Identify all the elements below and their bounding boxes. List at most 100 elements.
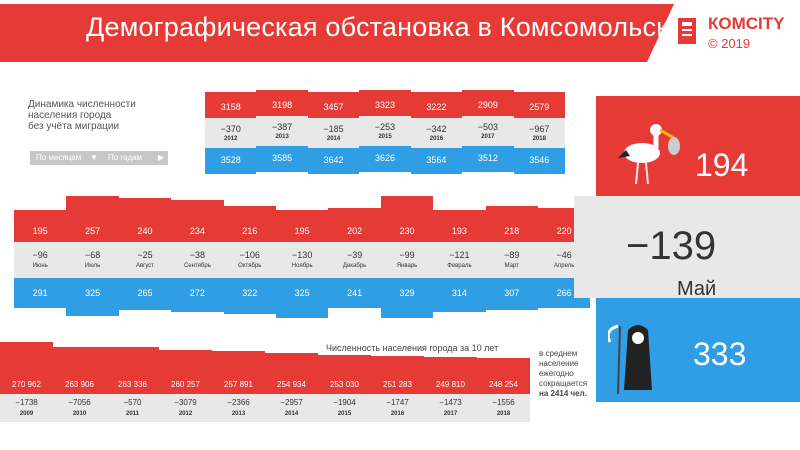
year-births: 3457 (323, 102, 344, 112)
month-column: 202 −39 Декабрь 241 (328, 188, 381, 312)
year-deaths: 3642 (323, 155, 344, 165)
month-delta: −25 (137, 250, 153, 260)
month-label: Февраль (447, 263, 472, 269)
month-label: Август (135, 263, 155, 269)
month-deaths: 329 (399, 288, 415, 298)
population-cell (0, 342, 53, 394)
year-deaths-cell (513, 148, 565, 174)
komcity-logo-icon (672, 12, 702, 52)
population-delta-cell (318, 394, 371, 422)
year-label: 2012 (224, 136, 238, 142)
year-label: 2017 (481, 134, 495, 140)
year-delta: −503 (477, 122, 498, 132)
month-column: 234 −38 Сентябрь 272 (171, 188, 224, 312)
month-births-cell (276, 210, 329, 242)
population-column: 248 254 −1556 2018 (477, 336, 530, 428)
month-delta: −99 (399, 250, 415, 260)
month-births-cell (14, 210, 67, 242)
month-births-cell (66, 196, 119, 242)
month-deaths-cell (433, 278, 486, 312)
year-births-cell (513, 92, 565, 118)
note-line: сокращается (539, 379, 588, 388)
year-births: 2909 (477, 100, 498, 110)
stork-icon (612, 108, 692, 193)
population-year: 2011 (125, 411, 140, 417)
population-delta: −2957 (280, 398, 303, 407)
population-delta: −1473 (439, 398, 462, 407)
month-column: 218 −89 Март 307 (485, 188, 538, 312)
month-delta: −89 (504, 250, 520, 260)
population-year: 2014 (284, 411, 299, 417)
month-delta-cell (118, 242, 172, 278)
month-delta-cell (328, 242, 381, 278)
year-deaths-cell (410, 148, 463, 174)
logo-name: КОМCITY (708, 14, 785, 33)
population-year: 2016 (390, 411, 405, 417)
month-label: Март (504, 263, 519, 269)
year-births-cell (359, 90, 411, 116)
population-column: 270 962 −1738 2009 (0, 336, 53, 428)
highlight-delta: −139 (626, 224, 717, 268)
month-delta-cell (223, 242, 276, 278)
population-caption: Численность населения города за 10 лет (326, 343, 499, 353)
year-deaths: 3626 (374, 153, 395, 163)
month-column: 193 −121 Февраль 314 (433, 188, 486, 312)
month-births: 216 (242, 226, 258, 236)
month-label: Ноябрь (291, 263, 313, 269)
population-value: 260 257 (171, 380, 200, 389)
year-delta-cell (307, 118, 360, 148)
month-deaths: 307 (504, 288, 520, 298)
note-line: население (539, 359, 579, 368)
year-delta: −967 (529, 124, 550, 134)
population-delta-cell (424, 394, 477, 422)
month-delta: −68 (84, 250, 101, 260)
month-births: 195 (294, 226, 310, 236)
year-births: 3222 (426, 102, 447, 112)
population-column: 249 810 −1473 2017 (424, 336, 477, 428)
month-label: Октябрь (238, 263, 262, 269)
year-label: 2018 (532, 136, 546, 142)
page-title: Демографическая обстановка в Комсомольск… (86, 12, 684, 42)
population-column: 253 030 −1904 2015 (318, 336, 371, 428)
month-deaths-cell (223, 278, 276, 314)
month-deaths: 272 (189, 288, 205, 298)
month-deaths: 325 (294, 288, 310, 298)
population-value: 251 283 (383, 380, 412, 389)
population-value: 254 934 (277, 380, 306, 389)
population-year: 2018 (496, 411, 511, 417)
population-delta: −1904 (333, 398, 356, 407)
population-column: 251 283 −1747 2016 (371, 336, 424, 428)
month-delta: −39 (346, 250, 363, 260)
by-years-button[interactable]: По годам ▶ (102, 151, 168, 165)
month-delta: −38 (189, 250, 206, 260)
month-label: Сентябрь (183, 263, 211, 269)
note-line: в среднем (539, 349, 578, 358)
grim-reaper-icon (606, 320, 678, 403)
population-year: 2009 (19, 411, 34, 417)
month-births: 234 (189, 226, 205, 236)
population-value: 263 336 (118, 380, 147, 389)
month-births: 195 (32, 226, 48, 236)
population-delta-cell (212, 394, 265, 422)
population-delta: −2366 (227, 398, 250, 407)
year-column: 3457 −185 2014 3642 (307, 92, 360, 174)
year-delta-cell (513, 118, 565, 148)
population-delta: −1747 (386, 398, 409, 407)
year-deaths: 3512 (477, 153, 498, 163)
year-deaths: 3546 (529, 155, 550, 165)
population-delta-cell (159, 394, 212, 422)
year-column: 3198 −387 2013 3585 (256, 90, 308, 174)
month-births: 202 (347, 226, 363, 236)
month-births: 220 (556, 226, 572, 236)
population-cell (424, 357, 477, 394)
by-months-button[interactable]: По месяцам ▼ (30, 151, 102, 165)
month-column: 230 −99 Январь 329 (380, 188, 434, 318)
month-delta-cell (485, 242, 538, 278)
population-value: 263 906 (65, 380, 94, 389)
title-banner (0, 4, 674, 62)
month-deaths-cell (14, 278, 67, 308)
by-months-label: По месяцам (36, 153, 82, 162)
population-band: 270 962 −1738 2009 263 906 −7056 2010 263 336 −… (0, 336, 530, 428)
population-column: 260 257 −3079 2012 (159, 336, 212, 428)
year-label: 2016 (429, 136, 444, 142)
